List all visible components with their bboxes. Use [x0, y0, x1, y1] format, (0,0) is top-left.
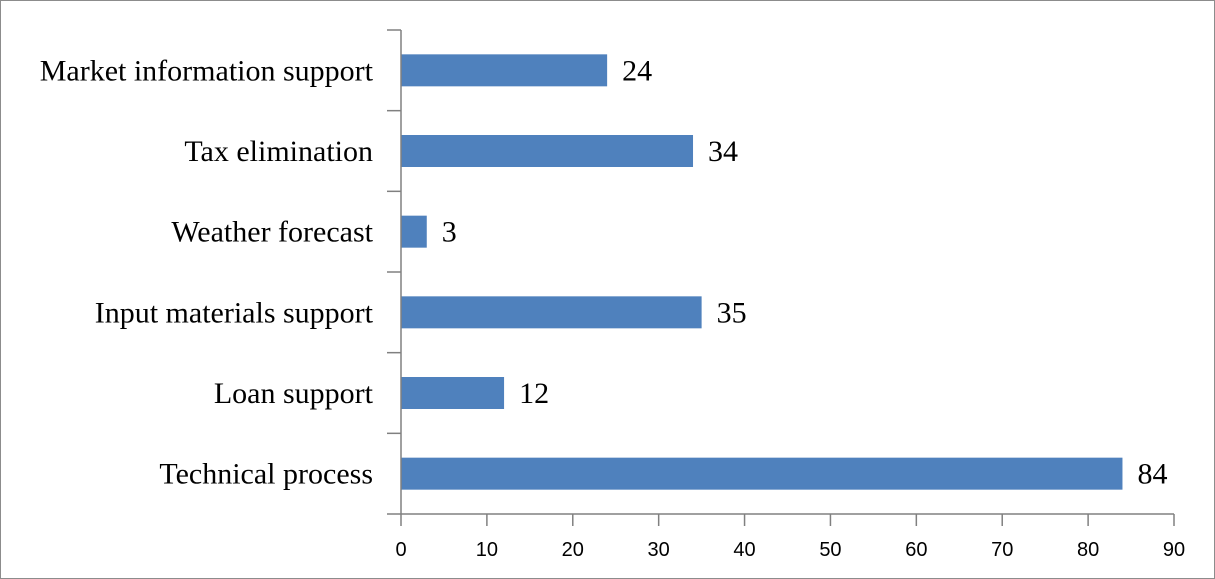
data-label: 3 — [442, 216, 457, 249]
x-tick-label: 0 — [395, 539, 406, 561]
bar — [401, 135, 694, 167]
bar — [401, 215, 427, 248]
x-tick-label: 60 — [905, 539, 927, 561]
data-label: 34 — [708, 135, 738, 168]
axes-layer — [387, 29, 1175, 526]
x-tick-label: 10 — [476, 539, 498, 561]
category-label: Loan support — [214, 377, 374, 410]
x-tick-label: 40 — [733, 539, 755, 561]
x-tick-label: 20 — [562, 539, 584, 561]
category-label: Market information support — [40, 54, 374, 87]
bar — [401, 377, 505, 409]
category-label: Tax elimination — [184, 135, 373, 168]
category-label: Input materials support — [95, 296, 374, 329]
bars-layer — [401, 54, 1123, 490]
x-tick-label: 90 — [1163, 539, 1185, 561]
x-tick-label: 50 — [819, 539, 841, 561]
category-label: Technical process — [159, 458, 373, 491]
category-label: Weather forecast — [171, 216, 373, 249]
labels-layer: Market information support 24 Tax eliminat… — [40, 54, 1185, 561]
data-label: 84 — [1137, 458, 1167, 491]
bar — [401, 54, 608, 87]
data-label: 35 — [717, 296, 747, 329]
data-label: 12 — [519, 377, 549, 410]
x-tick-label: 80 — [1077, 539, 1099, 561]
data-label: 24 — [622, 54, 652, 87]
bar — [401, 457, 1123, 490]
x-tick-label: 70 — [991, 539, 1013, 561]
x-tick-label: 30 — [648, 539, 670, 561]
bar — [401, 296, 702, 329]
